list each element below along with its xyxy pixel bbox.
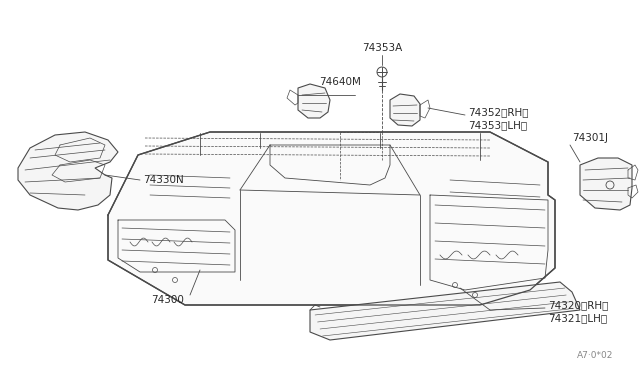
Text: 74353A: 74353A [362, 43, 402, 53]
Text: 74320〈RH〉: 74320〈RH〉 [548, 300, 609, 310]
Polygon shape [108, 132, 555, 305]
Text: 74330N: 74330N [143, 175, 184, 185]
Text: 74352〈RH〉: 74352〈RH〉 [468, 107, 529, 117]
Polygon shape [390, 94, 420, 126]
Text: 74321〈LH〉: 74321〈LH〉 [548, 313, 607, 323]
Polygon shape [310, 282, 580, 340]
Text: A7·0*02: A7·0*02 [577, 350, 613, 359]
Polygon shape [298, 84, 330, 118]
Text: 74353〈LH〉: 74353〈LH〉 [468, 120, 527, 130]
Text: 74301J: 74301J [572, 133, 608, 143]
Polygon shape [18, 132, 118, 210]
Polygon shape [580, 158, 632, 210]
Text: 74300: 74300 [152, 295, 184, 305]
Text: 74640M: 74640M [319, 77, 361, 87]
